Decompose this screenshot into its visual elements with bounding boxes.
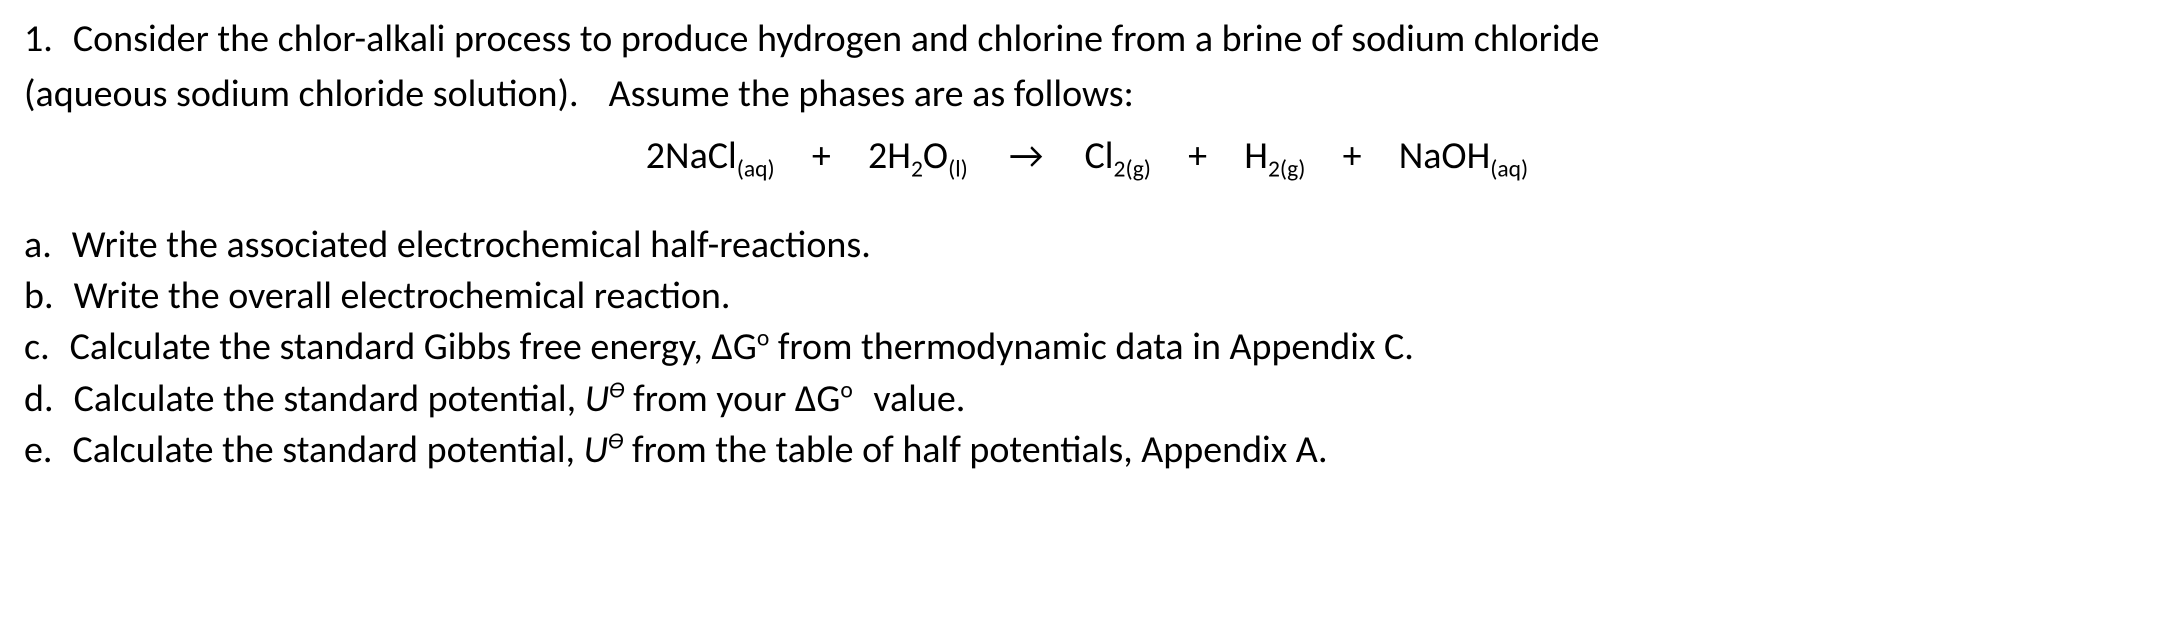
plus-1: +: [812, 133, 831, 179]
product-2: H2(g): [1244, 133, 1314, 179]
sub: 2: [1268, 155, 1280, 183]
part-post: from the table of half potentials, Appen…: [623, 427, 1327, 473]
part-text: Write the associated electrochemical hal…: [72, 222, 871, 268]
intro-line2b: Assume the phases are as follows:: [609, 71, 1134, 117]
part-label: a.: [24, 222, 52, 268]
formula: Cl: [1085, 133, 1114, 179]
part-b: b. Write the overall electrochemical reac…: [24, 271, 2150, 322]
plus-2: +: [1188, 133, 1207, 179]
intro-line1: Consider the chlor-alkali process to pro…: [73, 16, 1600, 62]
coef: 2: [646, 133, 665, 179]
part-label: e.: [24, 427, 53, 473]
elB: O: [923, 133, 948, 179]
sym2-sup: o: [840, 376, 852, 404]
part-d: d. Calculate the standard potential, Uϴ f…: [24, 374, 2150, 425]
phase: (l): [948, 155, 968, 183]
reactant-2: 2H2O(l): [868, 133, 976, 179]
elA: H: [887, 133, 911, 179]
problem-intro-line2: (aqueous sodium chloride solution). Assum…: [24, 69, 2150, 120]
sym-base: U: [585, 376, 609, 422]
u-theta-symbol: Uϴ: [584, 427, 624, 473]
part-pre: Calculate the standard Gibbs free energy…: [70, 324, 712, 370]
phase: (aq): [1490, 155, 1528, 183]
coef: 2: [868, 133, 887, 179]
phase: (g): [1280, 155, 1305, 183]
reaction-arrow-icon: →: [1005, 131, 1047, 182]
formula: NaCl: [665, 133, 737, 179]
part-text: Write the overall electrochemical reacti…: [74, 273, 731, 319]
reactant-1: 2NaCl(aq): [646, 133, 784, 179]
sym-base: ΔG: [711, 324, 756, 370]
formula: H: [1244, 133, 1268, 179]
part-label: c.: [24, 324, 50, 370]
sym-sup: ϴ: [608, 427, 623, 455]
sym2-base: ΔG: [795, 376, 840, 422]
problem-intro: 1. Consider the chlor-alkali process to p…: [24, 14, 2150, 65]
sym-base: U: [584, 427, 608, 473]
product-1: Cl2(g): [1085, 133, 1160, 179]
plus-3: +: [1343, 133, 1362, 179]
part-post: from thermodynamic data in Appendix C.: [769, 324, 1414, 370]
u-theta-symbol: Uϴ: [585, 376, 625, 422]
intro-line2a: (aqueous sodium chloride solution).: [24, 71, 579, 117]
subA: 2: [911, 155, 923, 183]
part-pre: Calculate the standard potential,: [73, 427, 584, 473]
delta-g-symbol: ΔGo: [795, 376, 853, 422]
part-label: b.: [24, 273, 54, 319]
part-a: a. Write the associated electrochemical h…: [24, 220, 2150, 271]
sub: 2: [1114, 155, 1126, 183]
formula: NaOH: [1399, 133, 1491, 179]
subparts-list: a. Write the associated electrochemical h…: [24, 220, 2150, 476]
part-mid: from your: [625, 376, 795, 422]
sym-sup: o: [757, 325, 769, 353]
delta-g-symbol: ΔGo: [711, 324, 769, 370]
phase: (g): [1125, 155, 1150, 183]
question-number: 1.: [24, 16, 53, 62]
sym-sup: ϴ: [609, 376, 624, 404]
part-e: e. Calculate the standard potential, Uϴ f…: [24, 425, 2150, 476]
part-post: value.: [865, 376, 966, 422]
chemical-equation: 2NaCl(aq) + 2H2O(l) → Cl2(g) + H2(g) + N…: [24, 131, 2150, 182]
product-3: NaOH(aq): [1399, 133, 1529, 179]
part-pre: Calculate the standard potential,: [74, 376, 585, 422]
part-c: c. Calculate the standard Gibbs free ener…: [24, 322, 2150, 373]
phase: (aq): [737, 155, 775, 183]
part-label: d.: [24, 376, 54, 422]
